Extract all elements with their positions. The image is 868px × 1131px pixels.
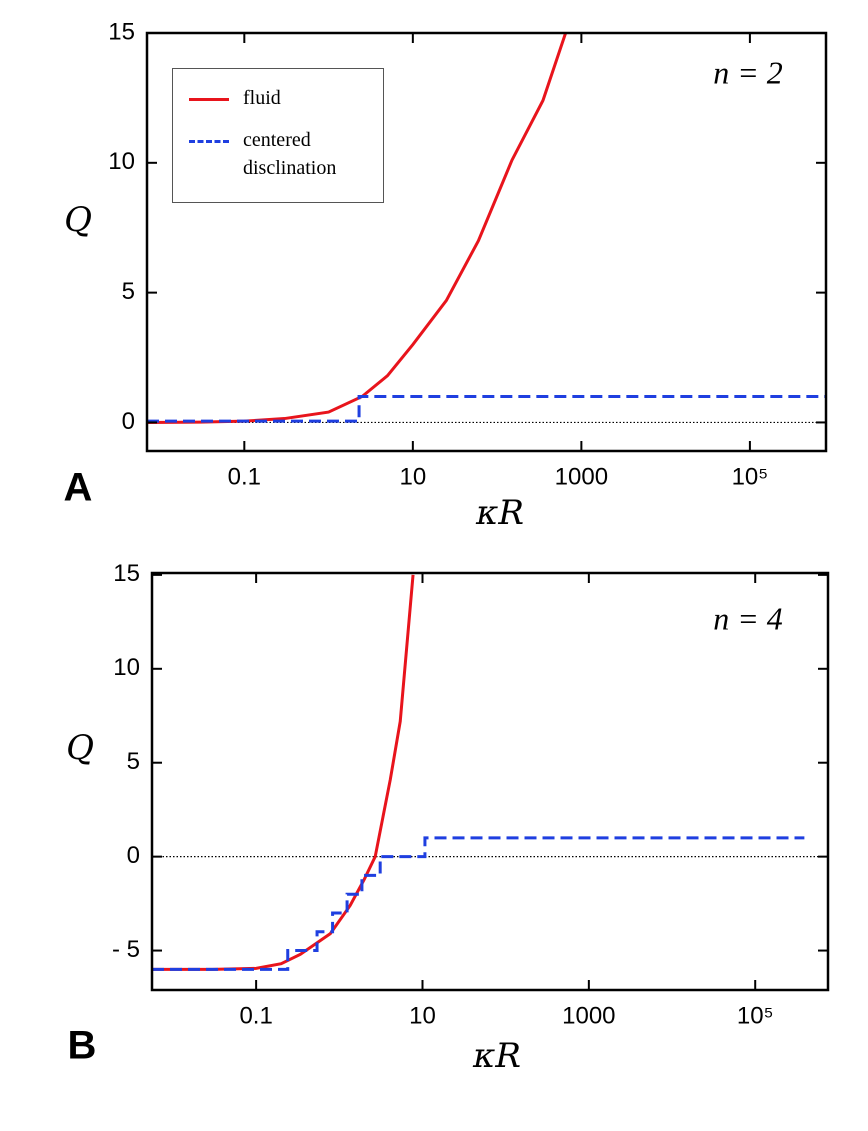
y-tick-label: 10 (113, 654, 140, 681)
x-tick-label: 10⁵ (732, 463, 769, 490)
y-axis-label: Q (66, 728, 94, 768)
x-axis-label: κR (472, 1036, 521, 1076)
y-tick-label: - 5 (112, 936, 140, 963)
panel-label: B (68, 1024, 97, 1068)
panel-label: A (64, 466, 93, 510)
dashed-line (147, 394, 826, 423)
x-tick-label: 0.1 (228, 463, 261, 490)
solid-line (152, 574, 415, 971)
y-tick-label: 15 (113, 560, 140, 587)
y-tick-label: 10 (108, 148, 135, 175)
legend-entry: centered disclination (189, 129, 373, 182)
y-axis-label: Q (64, 200, 92, 240)
legend-label: fluid (243, 87, 281, 109)
y-tick-label: 5 (122, 278, 135, 305)
legend: fluid centered disclination (172, 68, 384, 203)
legend-label: centered disclination (243, 129, 337, 179)
plot-frame (145, 31, 828, 453)
x-tick-label: 10⁵ (737, 1002, 774, 1029)
plot-frame (150, 571, 830, 992)
x-tick-label: 10 (399, 463, 426, 490)
legend-swatch (189, 98, 229, 101)
annotation: n = 4 (713, 600, 783, 636)
x-tick-label: 0.1 (239, 1002, 272, 1029)
x-tick-label: 10 (409, 1002, 436, 1029)
x-tick-label: 1000 (555, 463, 608, 490)
x-tick-label: 1000 (562, 1002, 615, 1029)
x-axis-label: κR (475, 493, 524, 533)
chart-panel: - 5 0 5 10 15 0.1 10 1000 10⁵ QκR Bn = 4 (66, 560, 830, 1076)
dashed-line (152, 836, 805, 971)
legend-swatch (189, 140, 229, 143)
y-tick-label: 0 (122, 408, 135, 435)
y-tick-label: 15 (108, 18, 135, 45)
legend-entry: fluid (189, 87, 373, 112)
chart-panel: 0 5 10 15 0.1 10 1000 10⁵ QκR An = 2 (64, 18, 828, 533)
y-tick-label: 0 (127, 842, 140, 869)
y-tick-label: 5 (127, 748, 140, 775)
annotation: n = 2 (713, 54, 783, 90)
